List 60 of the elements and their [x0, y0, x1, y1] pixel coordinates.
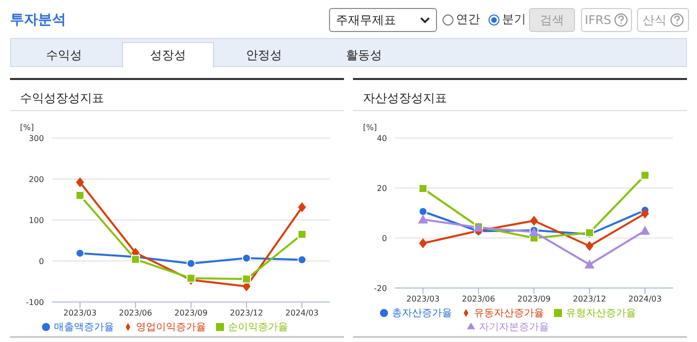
y-tick-label: -100	[26, 298, 44, 307]
point	[76, 190, 84, 200]
point	[298, 202, 306, 212]
point	[131, 254, 140, 264]
x-tick-label: 2023/09	[517, 294, 551, 304]
y-tick-label: 0	[38, 256, 44, 266]
x-tick-label: 2024/03	[285, 308, 319, 318]
text: 성장성	[122, 42, 214, 68]
y-axis-title: [%]	[363, 123, 377, 132]
point	[418, 184, 428, 193]
y-tick-label: 0	[382, 234, 387, 243]
text: 검색	[529, 8, 575, 32]
x-tick-label: 2024/03	[628, 294, 662, 304]
legend-label: 유형자산증가율	[566, 308, 636, 319]
text: 연간	[456, 11, 480, 28]
y-axis-title: [%]	[20, 123, 34, 132]
point	[641, 208, 649, 218]
point	[76, 177, 84, 188]
legend-label: 매출액증가율	[54, 322, 114, 333]
x-tick-label: 2023/06	[462, 294, 496, 304]
x-tick-label: 2023/03	[63, 308, 97, 318]
y-tick-label: -20	[374, 284, 387, 293]
point	[586, 241, 594, 251]
point	[640, 170, 650, 180]
point	[242, 274, 251, 284]
point	[530, 216, 538, 226]
text: IFRS	[581, 8, 632, 32]
x-tick-label: 2023/09	[174, 308, 208, 318]
x-tick-label: 2023/06	[118, 308, 152, 318]
point	[419, 238, 427, 248]
text: 수익성	[45, 46, 83, 64]
legend-label: 영업이익증가율	[136, 322, 206, 333]
x-tick-label: 2023/12	[230, 308, 264, 318]
point	[418, 207, 428, 216]
text: 활동성	[345, 46, 383, 64]
text: 투자분석	[10, 11, 66, 29]
legend-label: 총자산증가율	[392, 308, 452, 319]
y-tick-label: 40	[376, 134, 387, 143]
point	[584, 260, 594, 268]
text: 산식	[637, 8, 689, 32]
point	[418, 214, 428, 224]
text: 안정성	[245, 46, 283, 64]
chart-title: 수익성장성지표	[20, 90, 104, 107]
chart-title: 자산성장성지표	[363, 90, 447, 107]
point	[242, 254, 251, 263]
y-tick-label: 300	[28, 134, 44, 143]
legend-label: 순이익증가율	[228, 322, 288, 333]
point	[640, 226, 650, 235]
y-tick-label: 200	[28, 174, 44, 184]
text: 주재무제표	[336, 12, 396, 28]
x-tick-label: 2023/12	[572, 294, 606, 304]
point	[76, 248, 84, 258]
legend-label: 유동자산증가율	[474, 308, 544, 319]
y-tick-label: 100	[28, 216, 44, 225]
x-tick-label: 2023/03	[406, 294, 440, 304]
legend-label: 자기자본증가율	[479, 322, 549, 333]
point	[298, 255, 306, 264]
text: 분기	[502, 11, 526, 28]
point	[298, 230, 306, 239]
y-tick-label: 20	[376, 184, 387, 193]
